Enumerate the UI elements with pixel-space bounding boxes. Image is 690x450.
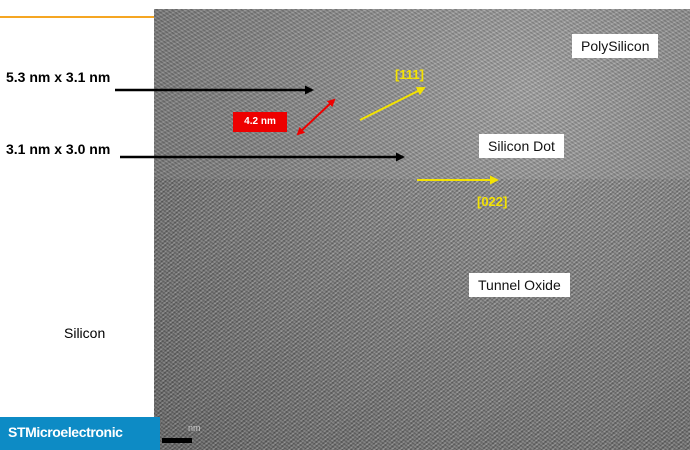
direction-022-label: [022]: [477, 194, 508, 209]
distance-arrow: [296, 98, 336, 136]
distance-label: 4.2 nm: [233, 112, 287, 132]
scale-bar-label: nm: [188, 423, 201, 433]
silicon-dot-label: Silicon Dot: [479, 134, 564, 158]
dot-size-label-1: 5.3 nm x 3.1 nm: [6, 69, 111, 85]
silicon-label: Silicon: [64, 325, 106, 341]
header-accent-line: [0, 16, 154, 18]
direction-111-arrow: [359, 87, 426, 121]
polysilicon-label: PolySilicon: [572, 34, 659, 58]
scale-bar: [162, 438, 192, 443]
dot-size-label-2: 3.1 nm x 3.0 nm: [6, 141, 111, 157]
tem-micrograph: [154, 9, 690, 450]
direction-111-label: [111]: [395, 67, 424, 82]
logo-text: STMicroelectronic: [8, 424, 123, 440]
tunnel-oxide-label: Tunnel Oxide: [469, 273, 570, 297]
company-logo: STMicroelectronic: [0, 417, 160, 450]
